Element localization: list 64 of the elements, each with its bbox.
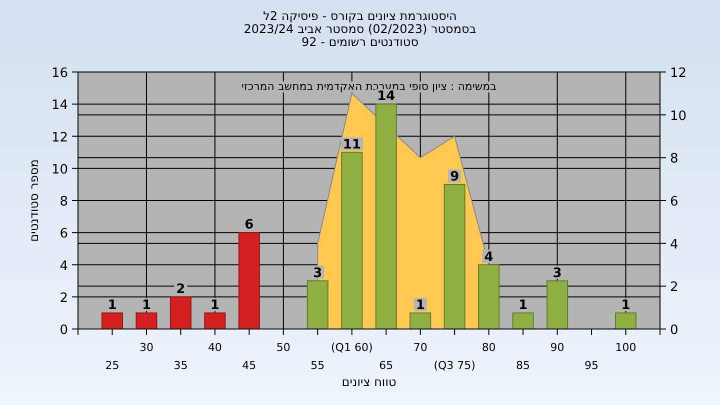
- y-tick-label: 14: [51, 98, 68, 114]
- bar: [375, 104, 397, 330]
- data-label: 3: [552, 266, 562, 281]
- data-label: 1: [142, 298, 151, 313]
- x-tick-label: (Q1 60): [331, 341, 373, 354]
- bar: [614, 312, 637, 330]
- x2-tick-label: 65: [379, 359, 394, 372]
- x-axis-title: טווח ציונים: [342, 375, 396, 389]
- x-tick-label: 70: [413, 341, 428, 354]
- data-label: 6: [244, 218, 254, 233]
- x2-tick-label: 35: [174, 359, 188, 372]
- chart-title: היסטוגרמת ציונים בקורס - פיסיקה 2ל: [263, 9, 457, 23]
- x2-tick-label: (Q3 75): [434, 359, 476, 372]
- bar: [546, 280, 568, 330]
- bar: [136, 312, 158, 330]
- y-tick-label: 10: [51, 162, 68, 178]
- x-tick-label: 90: [550, 341, 564, 354]
- bar: [444, 184, 466, 330]
- chart-subtitle: בסמסטר (02/2023) סמסטר אביב 2023/24 סטודנטים רשומים - 92: [244, 22, 476, 49]
- bar: [101, 312, 124, 330]
- y2-tick-label: 0: [670, 323, 678, 338]
- x-tick-label: 80: [482, 341, 496, 354]
- bar: [341, 152, 363, 330]
- data-label: 3: [313, 266, 322, 281]
- bar: [306, 280, 328, 330]
- data-label: 9: [450, 169, 460, 184]
- y-tick-label: 2: [60, 290, 68, 306]
- data-label: 1: [108, 298, 117, 313]
- y2-tick-label: 12: [670, 66, 687, 81]
- data-label: 14: [377, 89, 396, 104]
- y-tick-label: 6: [60, 226, 68, 242]
- bar: [410, 312, 432, 330]
- y2-tick-label: 2: [670, 280, 678, 296]
- y2-tick-label: 6: [670, 194, 678, 210]
- y2-tick-label: 8: [670, 152, 678, 167]
- y2-tick-label: 10: [670, 108, 687, 124]
- data-label: 1: [621, 298, 630, 313]
- x2-tick-label: 55: [310, 359, 325, 372]
- bar: [204, 312, 226, 330]
- data-label: 1: [416, 298, 425, 313]
- bar: [170, 296, 192, 330]
- y-axis-title: מספר סטודנטים: [27, 159, 41, 242]
- data-label: 2: [176, 282, 186, 297]
- y-tick-label: 16: [51, 66, 68, 81]
- x-tick-label: 30: [139, 341, 154, 354]
- x2-tick-label: 85: [516, 359, 530, 372]
- y-tick-label: 8: [60, 194, 68, 210]
- y-tick-label: 4: [60, 258, 68, 274]
- data-label: 4: [484, 250, 494, 265]
- y-tick-label: 12: [51, 130, 68, 146]
- bar: [512, 312, 534, 330]
- x-tick-label: 100: [615, 341, 636, 354]
- x2-tick-label: 45: [242, 359, 256, 372]
- data-label: 11: [342, 137, 361, 152]
- bar: [238, 232, 260, 330]
- y2-tick-label: 4: [670, 237, 678, 252]
- y-tick-label: 0: [60, 323, 68, 338]
- bar: [478, 264, 500, 330]
- x2-tick-label: 25: [105, 359, 120, 372]
- x-tick-label: 40: [208, 341, 222, 354]
- x-tick-label: 50: [276, 341, 290, 354]
- data-label: 1: [518, 298, 528, 313]
- x2-tick-label: 95: [584, 359, 599, 372]
- data-label: 1: [210, 298, 220, 313]
